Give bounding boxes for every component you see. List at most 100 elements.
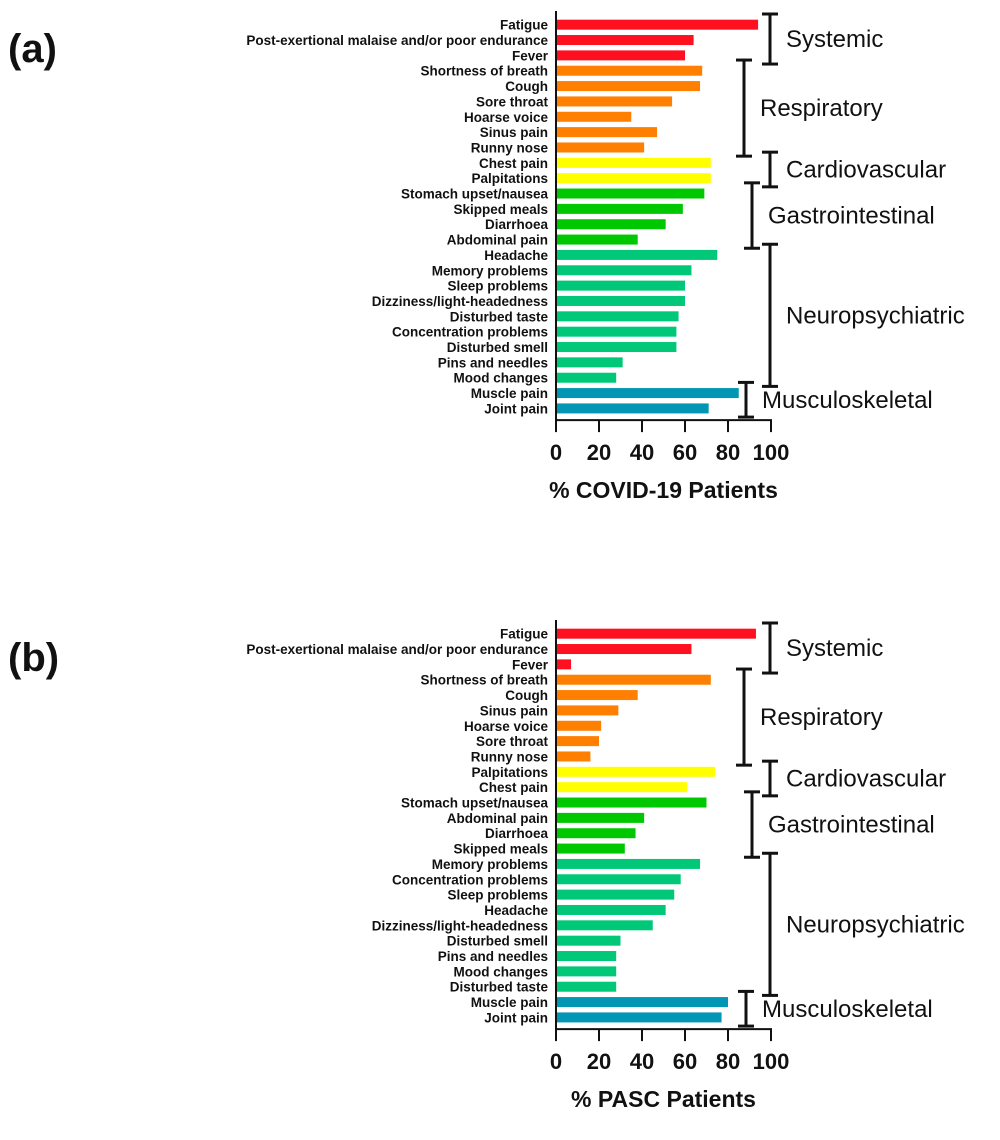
bar-mood-changes	[556, 372, 617, 383]
bar-hoarse-voice	[556, 111, 632, 122]
bar-palpitations	[556, 173, 711, 184]
category-label: Palpitations	[471, 171, 548, 186]
group-bracket-systemic	[762, 12, 778, 66]
category-label: Memory problems	[432, 857, 548, 872]
category-label: Fever	[512, 657, 549, 672]
bar-cough	[556, 81, 701, 92]
category-label: Stomach upset/nausea	[401, 796, 549, 811]
group-label: Gastrointestinal	[768, 812, 935, 839]
group-label: Respiratory	[760, 95, 883, 122]
category-label: Palpitations	[471, 765, 548, 780]
bar-concentration-problems	[556, 874, 681, 885]
category-label: Dizziness/light-headedness	[372, 294, 548, 309]
bar-sleep-problems	[556, 280, 685, 291]
category-label: Shortness of breath	[420, 673, 548, 688]
category-label: Skipped meals	[453, 842, 548, 857]
group-label: Systemic	[786, 635, 883, 662]
category-label: Fatigue	[500, 627, 548, 642]
category-label: Dizziness/light-headedness	[372, 918, 548, 933]
bar-disturbed-taste	[556, 981, 617, 992]
group-bracket-musculoskeletal	[738, 989, 754, 1028]
bar-headache	[556, 904, 666, 915]
bar-shortness-of-breath	[556, 674, 711, 685]
category-label: Concentration problems	[392, 325, 548, 340]
x-tick-label: 60	[673, 440, 697, 465]
category-label: Pins and needles	[438, 355, 548, 370]
bar-chest-pain	[556, 157, 711, 168]
category-label: Mood changes	[453, 964, 548, 979]
x-tick-label: 100	[753, 440, 790, 465]
bar-joint-pain	[556, 403, 709, 414]
bar-fatigue	[556, 19, 759, 30]
category-label: Cough	[505, 688, 548, 703]
group-label: Musculoskeletal	[762, 387, 933, 414]
bar-joint-pain	[556, 1012, 722, 1023]
x-tick-label: 0	[550, 1049, 562, 1074]
x-tick-label: 0	[550, 440, 562, 465]
bar-sleep-problems	[556, 889, 675, 900]
bar-fever	[556, 659, 572, 670]
group-label: Neuropsychiatric	[786, 302, 965, 329]
x-tick-label: 60	[673, 1049, 697, 1074]
category-label: Hoarse voice	[464, 110, 549, 125]
category-label: Sinus pain	[480, 703, 548, 718]
bar-dizziness-light-headedness	[556, 295, 685, 306]
category-label: Muscle pain	[471, 995, 548, 1010]
x-tick-label: 20	[587, 440, 611, 465]
category-label: Skipped meals	[453, 202, 548, 217]
group-label: Cardiovascular	[786, 157, 946, 184]
bar-concentration-problems	[556, 326, 677, 337]
category-label: Shortness of breath	[420, 64, 548, 79]
bar-chest-pain	[556, 782, 688, 793]
category-label: Sore throat	[476, 94, 549, 109]
bar-cough	[556, 690, 638, 701]
bar-abdominal-pain	[556, 812, 645, 823]
bar-memory-problems	[556, 265, 692, 276]
category-label: Cough	[505, 79, 548, 94]
category-label: Joint pain	[484, 1010, 548, 1025]
category-label: Disturbed taste	[450, 980, 549, 995]
bar-hoarse-voice	[556, 720, 602, 731]
category-label: Fever	[512, 48, 549, 63]
category-label: Concentration problems	[392, 872, 548, 887]
category-label: Muscle pain	[471, 386, 548, 401]
bar-disturbed-smell	[556, 935, 621, 946]
category-label: Diarrhoea	[485, 826, 549, 841]
bar-memory-problems	[556, 858, 701, 869]
bar-skipped-meals	[556, 203, 683, 214]
bar-skipped-meals	[556, 843, 625, 854]
x-tick-label: 40	[630, 440, 654, 465]
category-label: Abdominal pain	[447, 811, 548, 826]
category-label: Abdominal pain	[447, 233, 548, 248]
bar-pins-and-needles	[556, 951, 617, 962]
x-tick-label: 40	[630, 1049, 654, 1074]
group-label: Gastrointestinal	[768, 203, 935, 230]
category-label: Sleep problems	[447, 888, 548, 903]
category-label: Post-exertional malaise and/or poor endu…	[246, 642, 548, 657]
bar-muscle-pain	[556, 388, 739, 399]
category-label: Sleep problems	[447, 279, 548, 294]
bar-sinus-pain	[556, 127, 658, 138]
bar-disturbed-smell	[556, 342, 677, 353]
bar-stomach-upset-nausea	[556, 797, 707, 808]
category-label: Chest pain	[479, 156, 548, 171]
category-label: Runny nose	[471, 749, 549, 764]
x-tick-label: 80	[716, 440, 740, 465]
bar-fatigue	[556, 628, 756, 639]
category-label: Stomach upset/nausea	[401, 187, 549, 202]
bar-muscle-pain	[556, 997, 728, 1008]
group-bracket-cardiovascular	[762, 150, 778, 189]
category-label: Disturbed smell	[447, 340, 548, 355]
bar-sore-throat	[556, 96, 673, 107]
group-bracket-gastrointestinal	[744, 790, 760, 859]
bar-palpitations	[556, 766, 716, 777]
bar-dizziness-light-headedness	[556, 920, 653, 931]
category-label: Memory problems	[432, 263, 548, 278]
panel-label: (a)	[8, 27, 57, 71]
bar-sinus-pain	[556, 705, 619, 716]
group-bracket-neuropsychiatric	[762, 242, 778, 388]
group-bracket-neuropsychiatric	[762, 851, 778, 997]
category-label: Headache	[484, 903, 548, 918]
